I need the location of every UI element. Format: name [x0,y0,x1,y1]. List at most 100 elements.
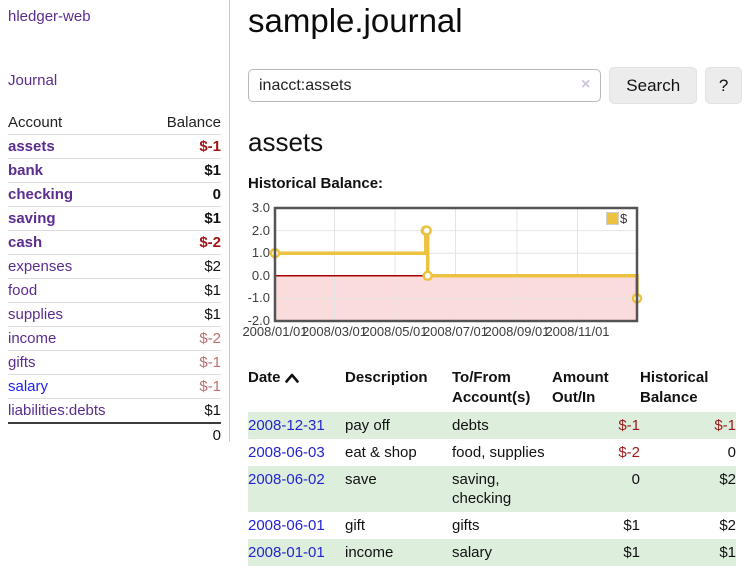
chart-heading: Historical Balance: [248,175,384,192]
clear-search-icon[interactable]: × [580,76,591,93]
transaction-accounts: gifts [452,517,480,534]
y-axis-tick-label: 1.0 [251,245,270,261]
help-button[interactable]: ? [705,67,742,104]
register-row: 2008-06-01 gift gifts $1 $2 [248,512,736,539]
transaction-amount: $1 [623,517,640,534]
transaction-description: eat & shop [345,444,417,461]
register-row: 2008-01-01 income salary $1 $1 [248,539,736,566]
register-header-account: To/From Account(s) [452,369,531,406]
legend-series-swatch [606,212,619,225]
y-axis-tick-label: 3.0 [251,200,270,215]
account-balance: $-1 [144,134,221,159]
sidebar-item-journal[interactable]: Journal [8,72,58,89]
account-link[interactable]: gifts [8,354,36,371]
accounts-total-row: 0 [8,422,221,447]
account-row: food $1 [8,278,221,303]
accounts-header-row: Account Balance [8,111,221,135]
account-row: cash $-2 [8,230,221,255]
register-header-amount: Amount Out/In [552,369,609,406]
transaction-accounts: food, supplies [452,444,545,461]
account-row: liabilities:debts $1 [8,399,221,424]
register-header-balance: Historical Balance [640,369,709,406]
app-brand-link[interactable]: hledger-web [8,8,91,25]
accounts-table: Account Balance assets $-1 bank $1 checking 0… [8,111,221,447]
register-body: 2008-12-31 pay off debts $-1 $-1 2008-06-03 ea… [248,412,736,566]
transaction-date-link[interactable]: 2008-06-02 [248,471,325,488]
transaction-accounts: saving, checking [452,471,512,507]
transaction-amount: 0 [631,471,640,488]
accounts-header-account: Account [8,111,145,135]
sidebar: hledger-web Journal Account Balance asse… [0,0,230,447]
account-balance: $1 [144,278,221,303]
register-table: Date Description To/From Account(s) Amou… [248,364,736,566]
transaction-date-link[interactable]: 2008-01-01 [248,544,325,561]
chart-plot[interactable] [240,200,680,348]
account-row: gifts $-1 [8,350,221,375]
account-link[interactable]: salary [8,378,49,395]
account-link[interactable]: income [8,330,57,347]
transaction-description: pay off [345,417,390,434]
account-link[interactable]: supplies [8,306,64,323]
account-balance: 0 [144,182,221,207]
transaction-amount: $-1 [618,417,640,434]
account-link[interactable]: assets [8,138,55,155]
page-title: sample.journal [248,2,463,39]
search-input[interactable] [248,69,602,102]
accounts-header-balance: Balance [144,111,221,135]
x-axis-tick-label: 2008/05/01 [362,324,428,339]
sort-ascending-icon [284,373,299,383]
accounts-rows: assets $-1 bank $1 checking 0 saving $1 cash $-2 e… [8,134,221,424]
account-heading: assets [248,127,324,157]
account-link[interactable]: cash [8,234,43,251]
transaction-date-link[interactable]: 2008-06-01 [248,517,325,534]
account-balance: $1 [144,206,221,231]
account-row: checking 0 [8,182,221,207]
account-balance: $-1 [144,350,221,375]
y-axis-tick-label: 2.0 [251,222,270,238]
x-axis-tick-label: 2008/09/01 [484,324,550,339]
account-balance: $1 [144,302,221,327]
account-row: bank $1 [8,158,221,183]
search-button[interactable]: Search [609,67,698,104]
transaction-balance: $2 [719,517,736,534]
account-row: expenses $2 [8,254,221,279]
transaction-date-link[interactable]: 2008-12-31 [248,417,325,434]
transaction-date-link[interactable]: 2008-06-03 [248,444,325,461]
register-header-description: Description [345,369,428,386]
transaction-balance: $-1 [714,417,736,434]
transaction-amount: $-2 [618,444,640,461]
x-axis-tick-label: 2008/01/01 [242,324,308,339]
account-balance: $-2 [144,326,221,351]
legend-series-label: $ [620,211,628,226]
account-row: assets $-1 [8,134,221,159]
transaction-amount: $1 [623,544,640,561]
main-content: sample.journal × Search ? assets Histori… [242,0,742,566]
transaction-balance: 0 [727,444,736,461]
register-row: 2008-06-03 eat & shop food, supplies $-2 0 [248,439,736,466]
account-row: saving $1 [8,206,221,231]
transaction-accounts: salary [452,544,493,561]
search-box: × [248,67,602,102]
transaction-balance: $1 [719,544,736,561]
chart-legend: $ [606,211,627,226]
account-row: income $-2 [8,326,221,351]
account-link[interactable]: bank [8,162,44,179]
account-link[interactable]: checking [8,186,74,203]
historical-balance-chart: 3.0 2.0 1.0 0.0 -1.0 -2.0 2008/01/01 2008/03/0… [240,200,680,348]
account-balance: $1 [144,158,221,183]
y-axis-tick-label: 0.0 [251,267,270,283]
account-link[interactable]: food [8,282,38,299]
transaction-accounts: debts [452,417,489,434]
register-header-date[interactable]: Date [248,364,345,412]
register-row: 2008-06-02 save saving, checking 0 $2 [248,466,736,512]
account-link[interactable]: liabilities:debts [8,402,106,419]
account-link[interactable]: expenses [8,258,73,275]
transaction-description: income [345,544,394,561]
x-axis-tick-label: 2008/11/01 [545,324,610,339]
account-link[interactable]: saving [8,210,56,227]
account-balance: $-1 [144,374,221,399]
x-axis-tick-label: 2008/07/01 [422,324,489,339]
x-axis-tick-label: 2008/03/01 [301,324,368,339]
y-axis-tick-label: -1.0 [247,290,270,306]
transaction-description: save [345,471,377,488]
